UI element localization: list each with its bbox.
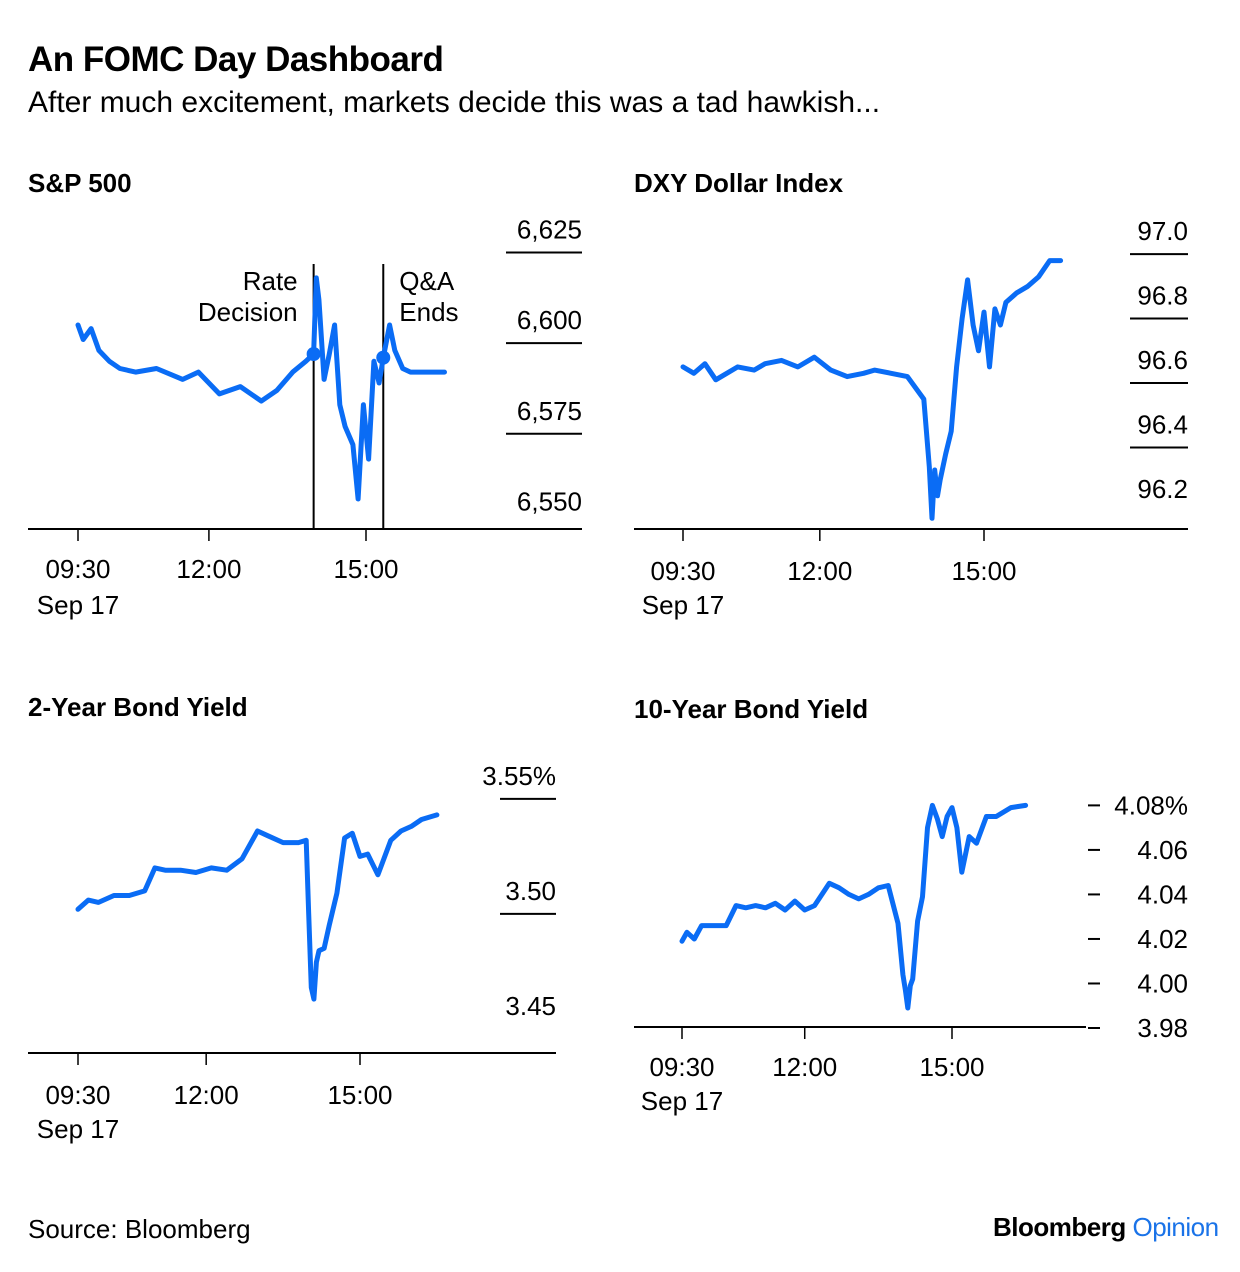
spx-y-tick-label: 6,550 bbox=[517, 486, 582, 516]
us10y-series-line bbox=[679, 802, 1029, 1011]
us10y-y-tick-label: 4.08% bbox=[1114, 790, 1188, 820]
spx-annotation-marker bbox=[306, 347, 321, 361]
us10y-x-date-label: Sep 17 bbox=[641, 1086, 723, 1116]
dxy-y-tick-label: 96.4 bbox=[1137, 409, 1188, 439]
us10y-y-tick-label: 4.00 bbox=[1137, 968, 1188, 998]
us10y-y-tick-label: 4.04 bbox=[1137, 879, 1188, 909]
brand-logo: Bloomberg Opinion bbox=[993, 1212, 1219, 1243]
us10y-chart: 09:30 12:00 15:00 Sep 17 4.08% 4.06 4.04 4.02 4.… bbox=[634, 790, 1188, 1116]
spx-annotation-label: Rate bbox=[243, 266, 298, 296]
page-subtitle: After much excitement, markets decide th… bbox=[28, 86, 881, 119]
dxy-chart: 09:30 12:00 15:00 Sep 17 97.0 96.8 96.6 96.4 96.… bbox=[634, 216, 1188, 620]
spx-x-tick-label: 12:00 bbox=[176, 554, 241, 584]
page-title: An FOMC Day Dashboard bbox=[28, 40, 444, 79]
dxy-y-tick-label: 96.6 bbox=[1137, 345, 1188, 375]
spx-annotation-label: Q&A bbox=[399, 266, 455, 296]
us10y-x-tick-label: 12:00 bbox=[772, 1052, 837, 1082]
spx-y-tick-label: 6,625 bbox=[517, 215, 582, 245]
dxy-x-tick-label: 09:30 bbox=[650, 556, 715, 586]
us2y-y-tick-label: 3.55% bbox=[482, 761, 556, 791]
spx-x-date-label: Sep 17 bbox=[37, 590, 119, 620]
spx-y-tick-label: 6,600 bbox=[517, 305, 582, 335]
dxy-y-tick-label: 97.0 bbox=[1137, 216, 1188, 246]
source-note: Source: Bloomberg bbox=[28, 1214, 251, 1244]
spx-x-tick-label: 15:00 bbox=[333, 554, 398, 584]
dxy-panel-title: DXY Dollar Index bbox=[634, 168, 844, 198]
us2y-x-date-label: Sep 17 bbox=[37, 1114, 119, 1144]
dxy-y-tick-label: 96.2 bbox=[1137, 474, 1188, 504]
spx-panel-title: S&P 500 bbox=[28, 168, 132, 198]
spx-x-tick-label: 09:30 bbox=[45, 554, 110, 584]
us2y-x-tick-label: 12:00 bbox=[174, 1080, 239, 1110]
us2y-y-tick-label: 3.50 bbox=[505, 876, 556, 906]
us2y-chart: 09:30 12:00 15:00 Sep 17 3.55% 3.50 3.45 bbox=[28, 761, 556, 1144]
us2y-panel-title: 2-Year Bond Yield bbox=[28, 692, 248, 722]
spx-y-tick-label: 6,575 bbox=[517, 396, 582, 426]
spx-chart: 09:30 12:00 15:00 Sep 17 6,625 6,600 6,575 6,55… bbox=[28, 215, 582, 620]
us10y-y-tick-label: 4.06 bbox=[1137, 835, 1188, 865]
spx-annotation-label: Decision bbox=[198, 297, 298, 327]
us2y-y-tick-label: 3.45 bbox=[505, 991, 556, 1021]
us2y-series-line bbox=[75, 812, 440, 1002]
us2y-x-tick-label: 15:00 bbox=[327, 1080, 392, 1110]
us2y-x-tick-label: 09:30 bbox=[45, 1080, 110, 1110]
dxy-x-tick-label: 12:00 bbox=[787, 556, 852, 586]
dxy-x-tick-label: 15:00 bbox=[951, 556, 1016, 586]
dxy-x-date-label: Sep 17 bbox=[642, 590, 724, 620]
brand-main: Bloomberg bbox=[993, 1212, 1126, 1242]
us10y-x-tick-label: 09:30 bbox=[649, 1052, 714, 1082]
dxy-series-line bbox=[680, 258, 1064, 521]
spx-annotation-label: Ends bbox=[399, 297, 458, 327]
us10y-y-tick-label: 4.02 bbox=[1137, 924, 1188, 954]
us10y-y-tick-label: 3.98 bbox=[1137, 1013, 1188, 1043]
dxy-y-tick-label: 96.8 bbox=[1137, 281, 1188, 311]
us10y-panel-title: 10-Year Bond Yield bbox=[634, 694, 869, 724]
us10y-x-tick-label: 15:00 bbox=[919, 1052, 984, 1082]
spx-annotation-marker bbox=[376, 350, 391, 365]
brand-accent: Opinion bbox=[1132, 1212, 1219, 1242]
